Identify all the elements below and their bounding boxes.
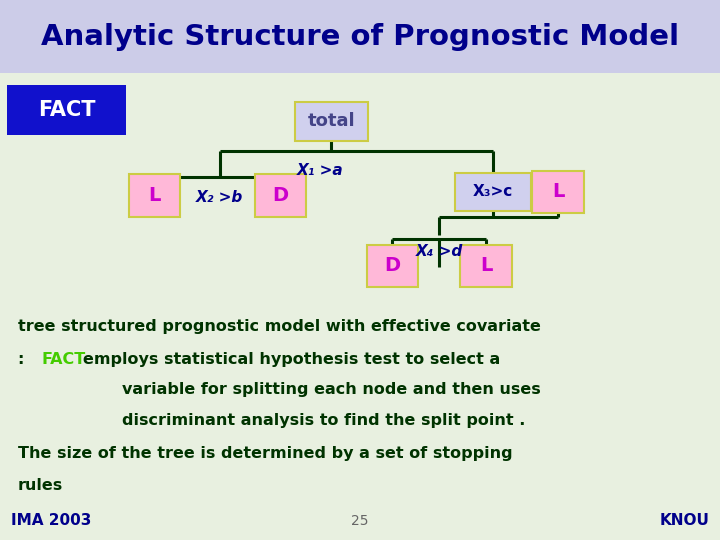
Text: D: D <box>384 256 400 275</box>
Text: X₂ >b: X₂ >b <box>196 190 243 205</box>
Text: total: total <box>307 112 355 131</box>
Text: :: : <box>18 352 30 367</box>
Text: employs statistical hypothesis test to select a: employs statistical hypothesis test to s… <box>83 352 500 367</box>
Text: tree structured prognostic model with effective covariate: tree structured prognostic model with ef… <box>18 319 541 334</box>
Text: L: L <box>552 182 564 201</box>
FancyBboxPatch shape <box>533 171 583 213</box>
Text: X₄ >d: X₄ >d <box>415 244 463 259</box>
Text: D: D <box>273 186 289 205</box>
Text: rules: rules <box>18 478 63 494</box>
FancyBboxPatch shape <box>367 245 418 287</box>
Text: L: L <box>480 256 492 275</box>
FancyBboxPatch shape <box>0 0 720 73</box>
Text: discriminant analysis to find the split point .: discriminant analysis to find the split … <box>122 413 526 428</box>
Text: FACT: FACT <box>42 352 86 367</box>
Text: L: L <box>148 186 161 205</box>
Text: 25: 25 <box>351 514 369 528</box>
Text: variable for splitting each node and then uses: variable for splitting each node and the… <box>122 382 541 397</box>
Text: X₃>c: X₃>c <box>473 184 513 199</box>
Text: Analytic Structure of Prognostic Model: Analytic Structure of Prognostic Model <box>41 23 679 51</box>
Text: FACT: FACT <box>38 100 96 120</box>
FancyBboxPatch shape <box>455 172 531 211</box>
Text: KNOU: KNOU <box>660 513 709 528</box>
FancyBboxPatch shape <box>295 102 368 141</box>
Text: X₁ >a: X₁ >a <box>297 163 343 178</box>
FancyBboxPatch shape <box>255 174 307 217</box>
Text: IMA 2003: IMA 2003 <box>11 513 91 528</box>
FancyBboxPatch shape <box>461 245 512 287</box>
FancyBboxPatch shape <box>7 85 126 135</box>
Text: The size of the tree is determined by a set of stopping: The size of the tree is determined by a … <box>18 446 513 461</box>
FancyBboxPatch shape <box>130 174 181 217</box>
